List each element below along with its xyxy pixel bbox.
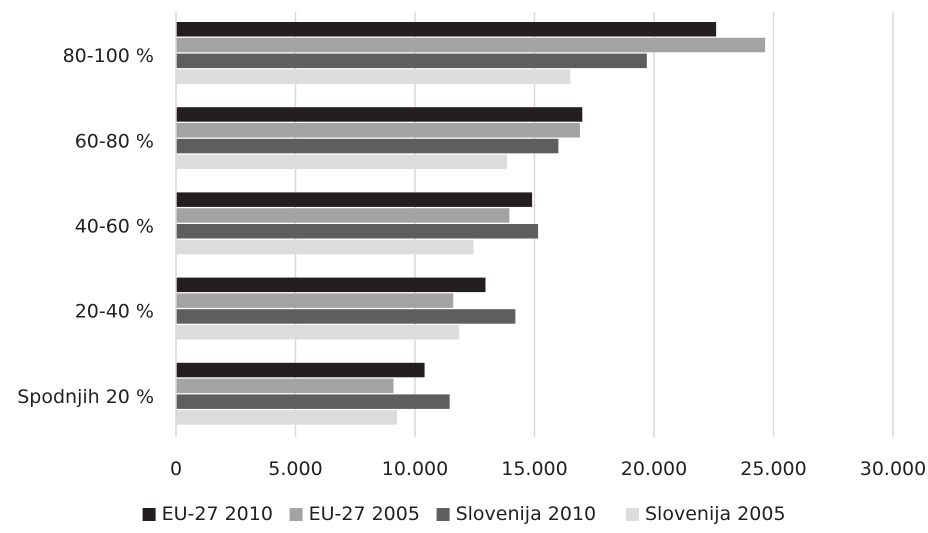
bar (176, 309, 516, 324)
bar (176, 325, 460, 340)
x-tick-label: 20.000 (621, 458, 687, 480)
bar (176, 239, 474, 255)
category-label: 40-60 % (75, 216, 154, 238)
category-label: 20-40 % (75, 301, 154, 323)
bar (176, 208, 510, 223)
legend-label: EU-27 2010 (162, 503, 273, 525)
x-tick-label: 15.000 (501, 458, 567, 480)
x-tick-label: 30.000 (860, 458, 926, 480)
x-tick-labels: 0 5.000 10.000 15.000 20.000 25.000 30.000 (170, 458, 926, 480)
bar (176, 69, 571, 84)
bar (176, 293, 454, 308)
legend-label: Slovenija 2010 (456, 503, 597, 525)
legend-swatch (436, 508, 450, 521)
category-label: Spodnjih 20 % (17, 386, 154, 408)
bar (176, 224, 539, 239)
legend-label: Slovenija 2005 (645, 503, 786, 525)
x-tick-label: 25.000 (740, 458, 806, 480)
legend-item: EU-27 2010 (142, 503, 273, 525)
legend-swatch (289, 508, 303, 521)
bar (176, 138, 559, 154)
bar (176, 107, 583, 122)
category-labels: Spodnjih 20 % 20-40 % 40-60 % 60-80 % 80-100… (17, 45, 154, 408)
bar (176, 394, 450, 409)
bar (176, 192, 533, 207)
x-tick-label: 10.000 (382, 458, 448, 480)
bars (176, 22, 766, 425)
x-tick-label: 5.000 (268, 458, 322, 480)
bar (176, 123, 580, 138)
legend-label: EU-27 2005 (309, 503, 420, 525)
bar (176, 53, 647, 69)
bar (176, 410, 398, 425)
legend-swatch (142, 508, 156, 521)
bar (176, 154, 508, 170)
bar (176, 378, 394, 394)
legend-item: Slovenija 2010 (436, 503, 597, 525)
bar (176, 22, 717, 37)
legend-swatch (626, 508, 639, 521)
x-tick-label: 0 (170, 458, 182, 480)
bar (176, 37, 766, 53)
legend-item: EU-27 2005 (289, 503, 420, 525)
bar (176, 277, 486, 293)
category-label: 80-100 % (63, 45, 154, 67)
category-label: 60-80 % (75, 130, 154, 152)
legend: EU-27 2010 EU-27 2005 Slovenija 2010 Sloven… (142, 503, 786, 525)
legend-item: Slovenija 2005 (626, 503, 786, 525)
bar (176, 362, 425, 378)
